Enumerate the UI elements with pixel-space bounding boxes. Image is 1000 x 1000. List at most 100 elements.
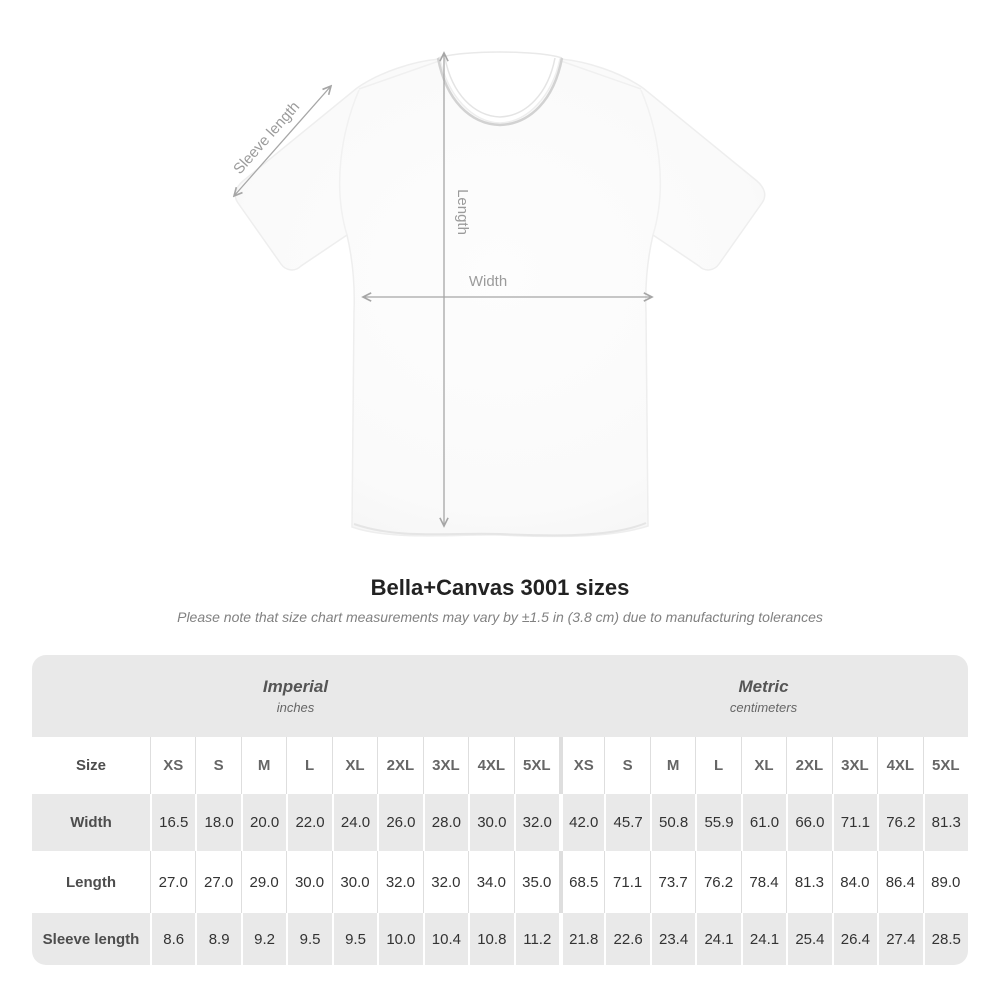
length-row: Length 27.0 27.0 29.0 30.0 30.0 32.0 32.… <box>32 851 968 913</box>
size-col-header: 2XL <box>786 737 831 794</box>
value-cell: 71.1 <box>831 794 877 851</box>
value-cell: 24.1 <box>695 913 740 965</box>
imperial-section-unit: inches <box>276 700 315 715</box>
value-cell: 22.6 <box>604 913 649 965</box>
imperial-section-title: Imperial <box>262 677 329 696</box>
value-cell: 68.5 <box>558 851 604 913</box>
value-cell: 28.0 <box>422 794 468 851</box>
value-cell: 18.0 <box>195 794 240 851</box>
value-cell: 26.4 <box>831 913 877 965</box>
value-cell: 76.2 <box>695 851 740 913</box>
shirt-diagram-svg: Sleeve length Length Width <box>230 0 766 538</box>
value-cell: 78.4 <box>740 851 786 913</box>
size-header-label: Size <box>75 757 106 774</box>
value-cell: 20.0 <box>240 794 286 851</box>
value-cell: 28.5 <box>922 913 968 965</box>
row-label: Length <box>66 873 116 891</box>
size-col-header: 5XL <box>922 737 968 794</box>
size-col-header: XL <box>331 737 377 794</box>
size-col-header: S <box>195 737 240 794</box>
width-row: Width 16.5 18.0 20.0 22.0 24.0 26.0 28.0… <box>32 794 968 851</box>
width-label: Width <box>469 273 507 290</box>
value-cell: 10.0 <box>377 913 422 965</box>
section-header-imperial: Imperial inches <box>32 655 559 737</box>
metric-section-unit: centimeters <box>729 700 798 715</box>
size-col-header: XL <box>740 737 786 794</box>
right-sleeve-seam <box>640 89 662 236</box>
value-cell: 50.8 <box>649 794 695 851</box>
value-cell: 23.4 <box>649 913 695 965</box>
value-cell: 27.0 <box>150 851 195 913</box>
value-cell: 71.1 <box>604 851 649 913</box>
value-cell: 32.0 <box>377 851 422 913</box>
size-col-header: 3XL <box>831 737 877 794</box>
value-cell: 27.4 <box>877 913 922 965</box>
size-col-header: 4XL <box>877 737 922 794</box>
size-col-header: 2XL <box>377 737 422 794</box>
size-col-header: XS <box>558 737 604 794</box>
collar-back-line <box>437 51 563 59</box>
size-col-header: S <box>604 737 649 794</box>
size-chart-table: Imperial inches Metric centimeters Size … <box>32 655 968 965</box>
value-cell: 84.0 <box>831 851 877 913</box>
page-subtitle: Please note that size chart measurements… <box>177 609 823 625</box>
value-cell: 81.3 <box>922 794 968 851</box>
value-cell: 32.0 <box>513 794 559 851</box>
right-shoulder-seam <box>560 60 642 90</box>
value-cell: 42.0 <box>558 794 604 851</box>
size-col-header: M <box>240 737 286 794</box>
size-col-header: L <box>286 737 331 794</box>
size-col-header: 4XL <box>468 737 513 794</box>
value-cell: 30.0 <box>286 851 331 913</box>
size-col-header: XS <box>150 737 195 794</box>
page-title: Bella+Canvas 3001 sizes <box>370 575 630 600</box>
size-col-header: L <box>695 737 740 794</box>
left-shoulder-seam <box>358 60 440 90</box>
value-cell: 24.0 <box>331 794 377 851</box>
collar-outer-line <box>436 57 564 127</box>
hem-shadow <box>353 522 647 537</box>
unit-sections-band: Imperial inches Metric centimeters <box>32 655 968 737</box>
value-cell: 10.8 <box>468 913 513 965</box>
size-col-header: M <box>649 737 695 794</box>
value-cell: 45.7 <box>604 794 649 851</box>
value-cell: 27.0 <box>195 851 240 913</box>
sleeve-length-row: Sleeve length 8.6 8.9 9.2 9.5 9.5 10.0 1… <box>32 913 968 965</box>
shirt-measurement-diagram: Sleeve length Length Width <box>230 0 766 538</box>
value-cell: 35.0 <box>513 851 559 913</box>
size-col-header: 5XL <box>513 737 559 794</box>
value-cell: 8.9 <box>195 913 240 965</box>
collar-inner-line <box>444 57 556 118</box>
value-cell: 73.7 <box>649 851 695 913</box>
value-cell: 21.8 <box>558 913 604 965</box>
value-cell: 89.0 <box>922 851 968 913</box>
value-cell: 30.0 <box>468 794 513 851</box>
left-sleeve-seam <box>338 89 360 236</box>
value-cell: 11.2 <box>513 913 559 965</box>
section-header-metric: Metric centimeters <box>559 655 968 737</box>
value-cell: 25.4 <box>786 913 831 965</box>
value-cell: 81.3 <box>786 851 831 913</box>
value-cell: 55.9 <box>695 794 740 851</box>
value-cell: 76.2 <box>877 794 922 851</box>
value-cell: 86.4 <box>877 851 922 913</box>
length-label: Length <box>454 189 471 235</box>
value-cell: 9.5 <box>331 913 377 965</box>
value-cell: 22.0 <box>286 794 331 851</box>
value-cell: 9.5 <box>286 913 331 965</box>
value-cell: 30.0 <box>331 851 377 913</box>
value-cell: 34.0 <box>468 851 513 913</box>
value-cell: 16.5 <box>150 794 195 851</box>
size-header-row: Size XS S M L XL 2XL 3XL 4XL 5XL XS S M … <box>32 737 968 794</box>
value-cell: 61.0 <box>740 794 786 851</box>
size-col-header: 3XL <box>422 737 468 794</box>
value-cell: 26.0 <box>377 794 422 851</box>
value-cell: 32.0 <box>422 851 468 913</box>
row-label: Sleeve length <box>42 930 140 948</box>
value-cell: 10.4 <box>422 913 468 965</box>
value-cell: 9.2 <box>240 913 286 965</box>
value-cell: 29.0 <box>240 851 286 913</box>
title-block: Bella+Canvas 3001 sizes Please note that… <box>0 575 1000 625</box>
tshirt-outline <box>234 58 766 538</box>
value-cell: 66.0 <box>786 794 831 851</box>
